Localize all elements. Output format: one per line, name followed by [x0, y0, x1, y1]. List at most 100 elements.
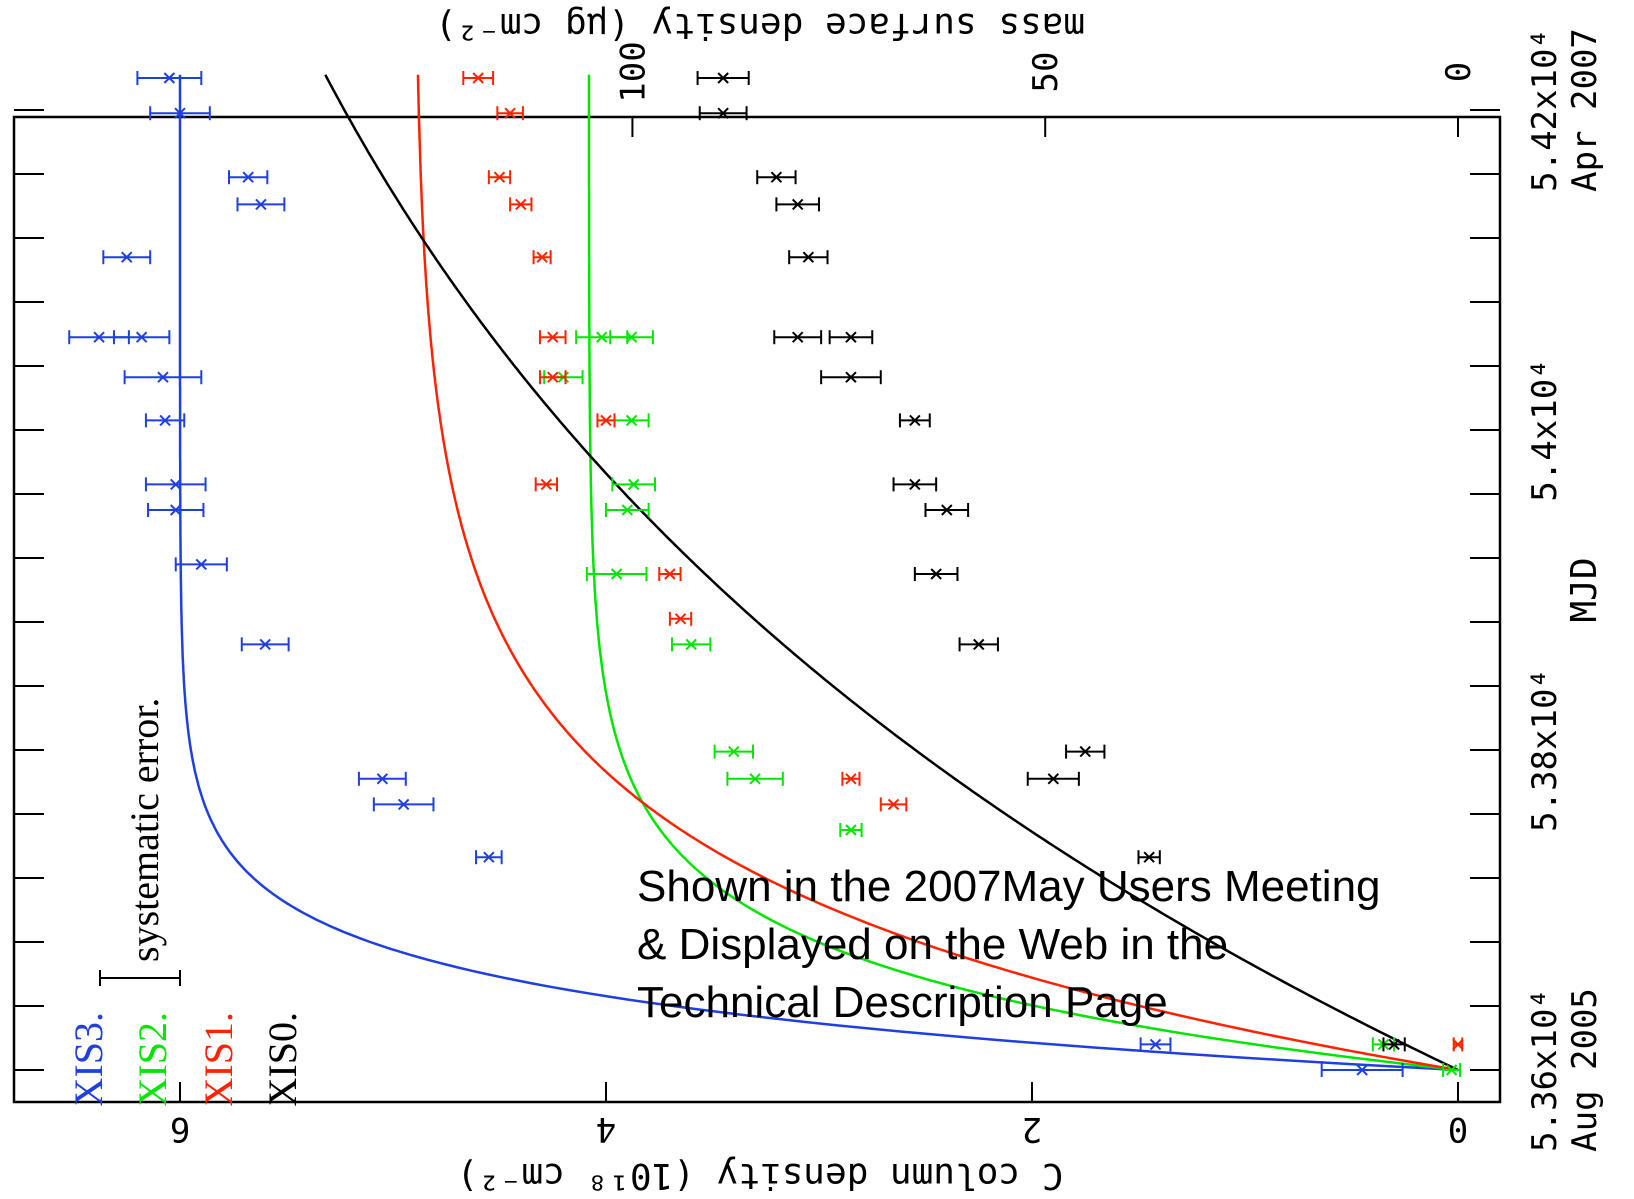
point-xis3 [123, 370, 203, 385]
annotation-line-1: Shown in the 2007May Users Meeting [637, 862, 1381, 911]
marker [472, 72, 484, 84]
marker [159, 414, 171, 427]
marker [163, 72, 176, 84]
meeting-annotation: Shown in the 2007May Users Meeting & Dis… [637, 858, 1457, 1032]
marker [1388, 1038, 1400, 1051]
point-xis2 [1442, 1063, 1462, 1077]
marker [802, 251, 815, 263]
data-points [68, 71, 1464, 1077]
point-xis3 [357, 771, 407, 786]
axis-ticks [14, 109, 1500, 1102]
fit-xis2 [587, 74, 1459, 1072]
marker [515, 198, 527, 211]
point-xis1 [841, 771, 861, 786]
mass-tick-label: 50 [1026, 52, 1066, 93]
y2-axis-title: mass surface density (μg cm⁻²) [435, 5, 1085, 46]
fit-curves [178, 74, 1459, 1072]
point-xis2 [671, 637, 712, 652]
marker [547, 371, 559, 383]
marker [728, 745, 740, 758]
date-label: Apr 2007 [1565, 28, 1605, 192]
density-tick-label: 4 [596, 1109, 616, 1149]
marker [397, 798, 410, 811]
point-xis1 [532, 250, 552, 265]
marker [610, 568, 623, 580]
marker [770, 171, 783, 183]
point-xis1 [487, 170, 512, 185]
marker [195, 558, 208, 571]
legend-xis3: XIS3. [66, 1012, 111, 1106]
date-label: Aug 2005 [1565, 988, 1605, 1152]
point-xis3 [136, 71, 203, 85]
marker [157, 371, 169, 383]
x-axis-title: MJD [1564, 557, 1605, 622]
point-xis1 [462, 71, 495, 85]
marker [376, 773, 389, 785]
marker [845, 331, 857, 343]
marker [791, 331, 804, 343]
point-xis0 [828, 330, 874, 345]
point-xis1 [534, 477, 559, 492]
marker [1143, 851, 1155, 863]
point-xis0 [924, 503, 970, 517]
point-xis0 [820, 370, 882, 385]
marker [717, 72, 729, 84]
point-xis2 [611, 477, 656, 492]
marker [845, 824, 857, 836]
point-xis0 [775, 197, 820, 212]
point-xis1 [538, 370, 567, 385]
point-xis1 [509, 197, 533, 212]
point-xis3 [149, 106, 211, 121]
point-xis0 [773, 330, 823, 345]
point-xis0 [696, 71, 750, 85]
point-xis2 [585, 567, 648, 581]
point-xis3 [1139, 1037, 1172, 1052]
point-xis3 [102, 250, 152, 265]
point-xis3 [144, 413, 186, 428]
marker [845, 371, 857, 383]
marker [930, 568, 942, 580]
point-xis3 [147, 503, 205, 517]
marker [93, 331, 105, 343]
mjd-tick-label: 5.42x10⁴ [1525, 28, 1565, 192]
marker [1149, 1038, 1162, 1051]
marker [540, 478, 553, 491]
point-xis0 [913, 567, 959, 581]
marker [547, 331, 559, 343]
marker [255, 198, 267, 211]
point-xis2 [839, 823, 863, 837]
marker [536, 251, 548, 263]
point-xis3 [174, 557, 228, 572]
marker [791, 198, 804, 211]
point-xis2 [613, 413, 650, 428]
marker [627, 478, 640, 491]
marker [845, 773, 857, 785]
marker [121, 251, 133, 263]
marker [1047, 773, 1060, 785]
marker [941, 504, 953, 516]
marker [909, 414, 921, 427]
point-xis3 [372, 797, 435, 812]
marker [621, 504, 634, 516]
point-xis2 [575, 330, 629, 345]
point-xis1 [668, 611, 693, 626]
mjd-tick-label: 5.36x10⁴ [1525, 988, 1565, 1152]
marker [135, 331, 148, 343]
marker [170, 478, 182, 491]
legend: XIS3. XIS2. XIS1. XIS0. systematic error. [66, 698, 305, 1107]
marker [674, 613, 687, 625]
mjd-tick-label: 5.4x10⁴ [1525, 358, 1565, 501]
marker [909, 478, 921, 491]
mass-tick-label: 0 [1439, 62, 1479, 82]
point-xis0 [1382, 1037, 1406, 1052]
marker [170, 504, 182, 516]
y-axis-title: C column density (10¹⁸ cm⁻²) [457, 1155, 1064, 1196]
marker [1356, 1064, 1368, 1076]
point-xis0 [1026, 771, 1080, 786]
point-xis3 [144, 477, 207, 492]
marker [749, 773, 761, 785]
point-xis0 [1137, 850, 1161, 865]
point-xis0 [892, 477, 938, 492]
marker [504, 107, 516, 119]
density-tick-label: 0 [1448, 1109, 1468, 1149]
